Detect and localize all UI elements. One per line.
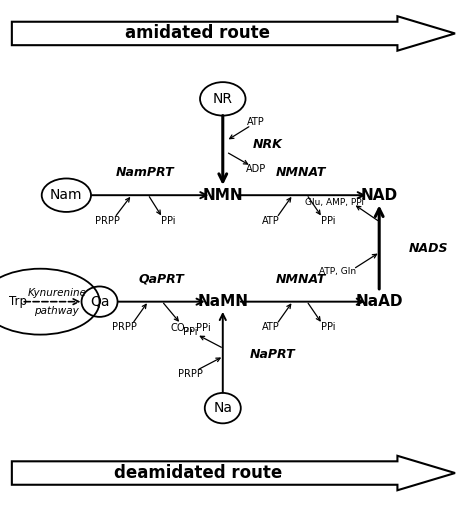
Text: NADS: NADS xyxy=(409,242,449,255)
Text: PRPP: PRPP xyxy=(112,322,137,332)
Text: PPi: PPi xyxy=(321,215,336,226)
Text: ATP: ATP xyxy=(247,117,265,127)
Text: ATP, Gln: ATP, Gln xyxy=(319,267,356,276)
Text: PPi: PPi xyxy=(321,322,336,332)
Text: NaAD: NaAD xyxy=(356,294,403,309)
Text: PPi: PPi xyxy=(161,215,175,226)
Text: NMNAT: NMNAT xyxy=(276,273,326,286)
Text: ATP: ATP xyxy=(262,215,280,226)
Text: pathway: pathway xyxy=(35,306,79,316)
Text: PPi: PPi xyxy=(183,327,198,337)
Text: NRK: NRK xyxy=(253,138,283,151)
Polygon shape xyxy=(12,456,455,490)
Text: NaMN: NaMN xyxy=(197,294,248,309)
Text: Nam: Nam xyxy=(50,188,82,202)
Text: amidated route: amidated route xyxy=(126,24,271,43)
Text: NMNAT: NMNAT xyxy=(276,166,326,179)
Text: deamidated route: deamidated route xyxy=(114,464,282,482)
Text: QaPRT: QaPRT xyxy=(138,273,184,286)
Text: NMN: NMN xyxy=(202,188,243,203)
Text: CO$_2$, PPi: CO$_2$, PPi xyxy=(170,321,211,335)
Text: Kynurenine: Kynurenine xyxy=(27,287,86,298)
Text: NamPRT: NamPRT xyxy=(115,166,174,179)
Polygon shape xyxy=(12,16,455,51)
Text: PRPP: PRPP xyxy=(95,215,120,226)
Text: Trp: Trp xyxy=(9,295,27,308)
Text: ATP: ATP xyxy=(262,322,280,332)
Text: NAD: NAD xyxy=(361,188,398,203)
Text: PRPP: PRPP xyxy=(178,369,203,379)
Text: Glu, AMP, PPi: Glu, AMP, PPi xyxy=(305,198,364,207)
Text: NaPRT: NaPRT xyxy=(250,348,295,361)
Text: Na: Na xyxy=(213,401,232,415)
Text: NR: NR xyxy=(213,92,233,106)
Text: Qa: Qa xyxy=(90,295,109,309)
Text: ADP: ADP xyxy=(246,164,266,174)
